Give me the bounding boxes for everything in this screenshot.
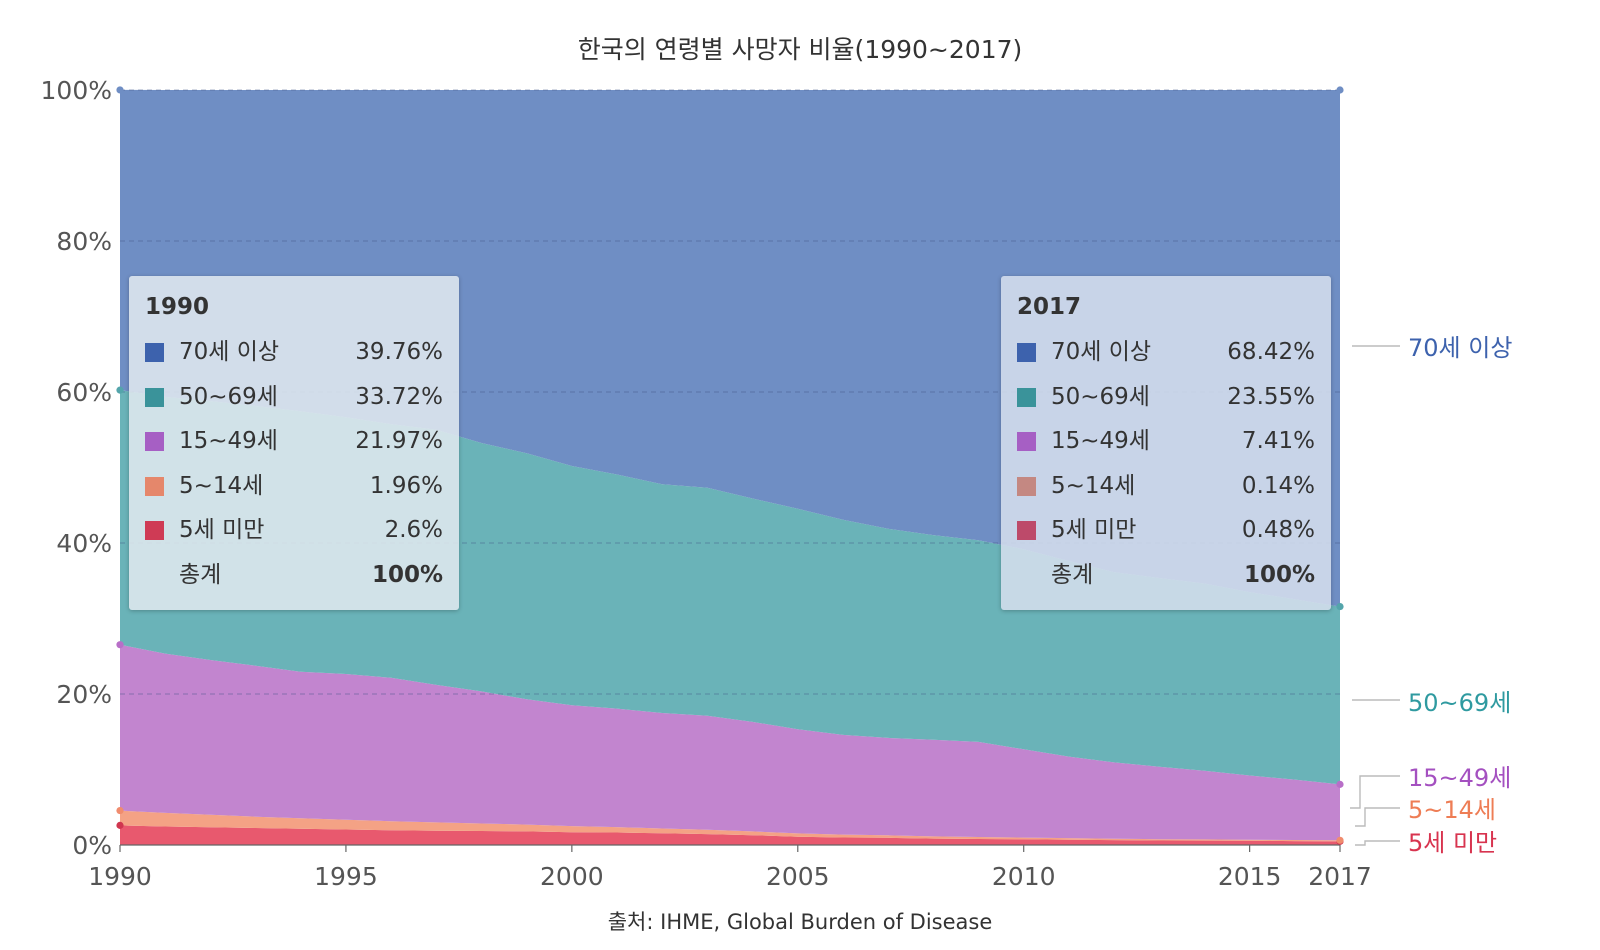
legend-row-15-49: 15~49세 21.97% [145,419,443,464]
legend-2017: 2017 70세 이상 68.42% 50~69세 23.55% 15~49세 … [1001,276,1331,610]
leader-line [1350,775,1400,809]
point-70세 이상 [1336,86,1344,94]
legend-swatch [145,521,164,540]
legend-swatch [145,476,164,496]
legend-value: 68.42% [1227,339,1315,365]
legend-row-under5: 5세 미만 2.6% [145,508,443,553]
legend-total-value: 100% [1243,561,1315,588]
legend-total-label: 총계 [1051,561,1094,588]
legend-row-total: 총계 100% [145,553,443,598]
x-tick-label: 2005 [766,862,830,891]
legend-label: 15~49세 [179,428,278,454]
legend-value: 7.41% [1241,428,1315,454]
x-tick-label: 2010 [992,862,1056,891]
area-5~14세 [120,810,1340,842]
x-tick-label: 2000 [540,862,604,891]
legend-swatch [145,387,164,407]
legend-label: 50~69세 [179,383,278,410]
series-label: 50~69세 [1408,689,1511,717]
x-tick-label: 1995 [314,862,378,891]
legend-label: 5세 미만 [1051,517,1137,543]
legend-row-70plus: 70세 이상 39.76% [145,330,443,375]
legend-row-70plus: 70세 이상 68.42% [1017,330,1315,375]
point-50~69세 [116,386,124,394]
legend-label: 70세 이상 [1051,339,1152,365]
legend-value: 2.6% [384,517,443,543]
chart-title: 한국의 연령별 사망자 비율(1990~2017) [577,35,1023,64]
legend-swatch [1017,521,1036,540]
leader-line [1355,807,1400,827]
legend-row-5-14: 5~14세 0.14% [1017,464,1315,509]
legend-value: 0.14% [1241,472,1315,499]
area-5세 미만 [120,825,1340,845]
series-label: 5~14세 [1408,796,1496,824]
legend-swatch [1017,476,1036,496]
point-5세 미만 [116,821,124,829]
legend-value: 33.72% [355,383,443,410]
legend-swatch [145,343,164,362]
legend-year: 1990 [145,294,210,320]
legend-label: 5~14세 [179,472,264,499]
area-15~49세 [120,644,1340,841]
marker-layer [116,86,1344,845]
legend-value: 23.55% [1227,383,1315,410]
legend-year: 2017 [1017,294,1082,320]
legend-label: 5세 미만 [179,517,265,543]
point-5~14세 [116,806,124,815]
y-tick-label: 80% [56,227,112,256]
legend-label: 50~69세 [1051,383,1150,410]
legend-value: 21.97% [355,428,443,454]
legend-row-total: 총계 100% [1017,553,1315,598]
legend-value: 1.96% [369,472,443,499]
legend-label: 5~14세 [1051,472,1136,499]
legend-label: 70세 이상 [179,339,280,365]
y-tick-label: 20% [56,680,112,709]
legend-row-50-69: 50~69세 33.72% [145,375,443,420]
legend-swatch [1017,343,1036,362]
leader-line [1355,840,1400,846]
axis-layer: 0% 20% 40% 60% 80% 100% 1990 1995 2000 2005 2010 20… [41,76,1372,891]
legend-label: 15~49세 [1051,428,1150,454]
legend-value: 39.76% [355,339,443,365]
y-tick-label: 60% [56,378,112,407]
point-5~14세 [1336,836,1344,844]
y-tick-label: 40% [56,529,112,558]
legend-row-under5: 5세 미만 0.48% [1017,508,1315,553]
legend-swatch [1017,387,1036,407]
series-label: 5세 미만 [1408,829,1497,857]
x-tick-label: 2017 [1308,862,1372,891]
legend-value: 0.48% [1241,517,1315,543]
x-tick-label: 1990 [88,862,152,891]
y-tick-label: 100% [41,76,112,105]
legend-1990: 1990 70세 이상 39.76% 50~69세 33.72% 15~49세 … [129,276,459,610]
point-15~49세 [1336,780,1344,788]
chart-source: 출처: IHME, Global Burden of Disease [607,910,993,934]
legend-total-value: 100% [371,561,443,588]
legend-swatch [1017,432,1036,451]
legend-swatch [145,432,164,451]
legend-total-label: 총계 [179,561,222,588]
point-70세 이상 [116,86,124,94]
x-tick-label: 2015 [1218,862,1282,891]
series-label-layer: 5세 미만 5~14세 15~49세 50~69세 70세 이상 [1350,334,1512,857]
y-tick-label: 0% [72,831,112,860]
series-label: 15~49세 [1408,764,1511,792]
legend-row-5-14: 5~14세 1.96% [145,464,443,509]
legend-row-15-49: 15~49세 7.41% [1017,419,1315,464]
legend-row-50-69: 50~69세 23.55% [1017,375,1315,420]
series-label: 70세 이상 [1408,334,1512,362]
point-15~49세 [116,641,124,649]
point-50~69세 [1336,602,1344,611]
